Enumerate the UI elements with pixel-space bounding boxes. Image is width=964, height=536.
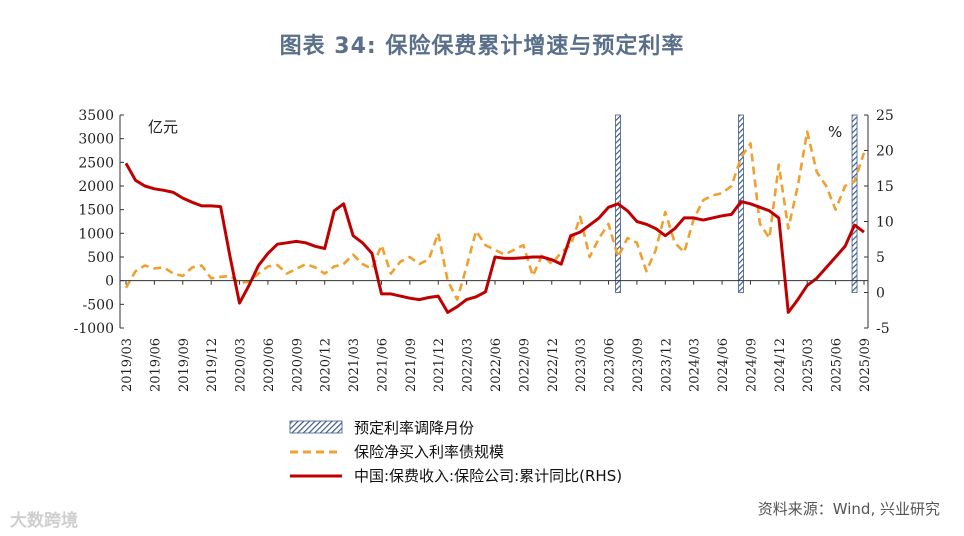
chart-title: 图表 34: 保险保费累计增速与预定利率: [279, 34, 685, 59]
left-tick-label: 500: [87, 250, 114, 266]
left-tick-label: 3000: [78, 132, 114, 148]
right-tick-label: 10: [876, 215, 894, 231]
x-tick-label: 2021/06: [375, 338, 390, 392]
x-tick-label: 2022/09: [517, 338, 532, 392]
legend-swatch-hatch: [289, 420, 343, 434]
axes: -1000 -500 0 500 1000 1500 2000 2500 3000 3500 -5 0…: [74, 108, 894, 392]
x-tick-label: 2023/03: [574, 338, 589, 392]
legend-label-premium: 中国:保费收入:保险公司:累计同比(RHS): [354, 467, 622, 485]
x-tick-label: 2025/06: [830, 338, 845, 392]
right-tick-label: 15: [876, 179, 894, 195]
legend-label-bond: 保险净买入利率债规模: [354, 443, 504, 461]
right-unit-label: %: [828, 123, 842, 141]
x-tick-label: 2019/03: [120, 338, 135, 392]
x-tick-label: 2023/12: [659, 338, 674, 392]
x-tick-label: 2022/12: [546, 338, 561, 392]
left-tick-label: -500: [83, 297, 114, 313]
x-tick-label: 2020/12: [319, 338, 334, 392]
left-tick-label: 2500: [78, 155, 114, 171]
x-tick-label: 2024/06: [716, 338, 731, 392]
x-tick-label: 2019/12: [205, 338, 220, 392]
x-tick-label: 2019/09: [177, 338, 192, 392]
bond-series-line: [124, 130, 866, 301]
x-tick-label: 2024/09: [744, 338, 759, 392]
right-tick-label: 0: [876, 286, 885, 302]
premium-series-line: [124, 162, 865, 314]
x-tick-label: 2021/12: [432, 338, 447, 392]
x-tick-label: 2023/09: [631, 338, 646, 392]
left-tick-label: 1500: [78, 203, 114, 219]
rate-cut-bar: [851, 114, 858, 293]
left-tick-label: 3500: [78, 108, 114, 124]
right-tick-label: 5: [876, 250, 885, 266]
rate-cut-bars: [615, 114, 858, 293]
x-tick-label: 2024/12: [773, 338, 788, 392]
x-tick-label: 2021/09: [404, 338, 419, 392]
series-lines: [124, 130, 866, 314]
x-tick-label: 2025/03: [801, 338, 816, 392]
left-tick-label: 1000: [78, 226, 114, 242]
left-unit-label: 亿元: [148, 118, 178, 136]
x-tick-label: 2023/06: [603, 338, 618, 392]
left-tick-label: 2000: [78, 179, 114, 195]
legend-label-hatch: 预定利率调降月份: [354, 419, 474, 437]
right-tick-label: 25: [876, 108, 894, 124]
watermark-logo: 大数跨境: [10, 511, 78, 531]
left-tick-label: -1000: [74, 321, 114, 337]
right-tick-label: 20: [876, 144, 894, 160]
x-tick-label: 2025/09: [858, 338, 873, 392]
x-tick-label: 2020/03: [234, 338, 249, 392]
x-tick-label: 2020/09: [290, 338, 305, 392]
x-tick-label: 2021/03: [347, 338, 362, 392]
left-tick-label: 0: [105, 274, 114, 290]
x-tick-label: 2020/06: [262, 338, 277, 392]
right-tick-label: -5: [876, 321, 890, 337]
x-tick-label: 2022/06: [489, 338, 504, 392]
source-note: 资料来源：Wind, 兴业研究: [757, 500, 940, 518]
x-tick-label: 2019/06: [148, 338, 163, 392]
x-tick-label: 2022/03: [461, 338, 476, 392]
x-tick-label: 2024/03: [688, 338, 703, 392]
